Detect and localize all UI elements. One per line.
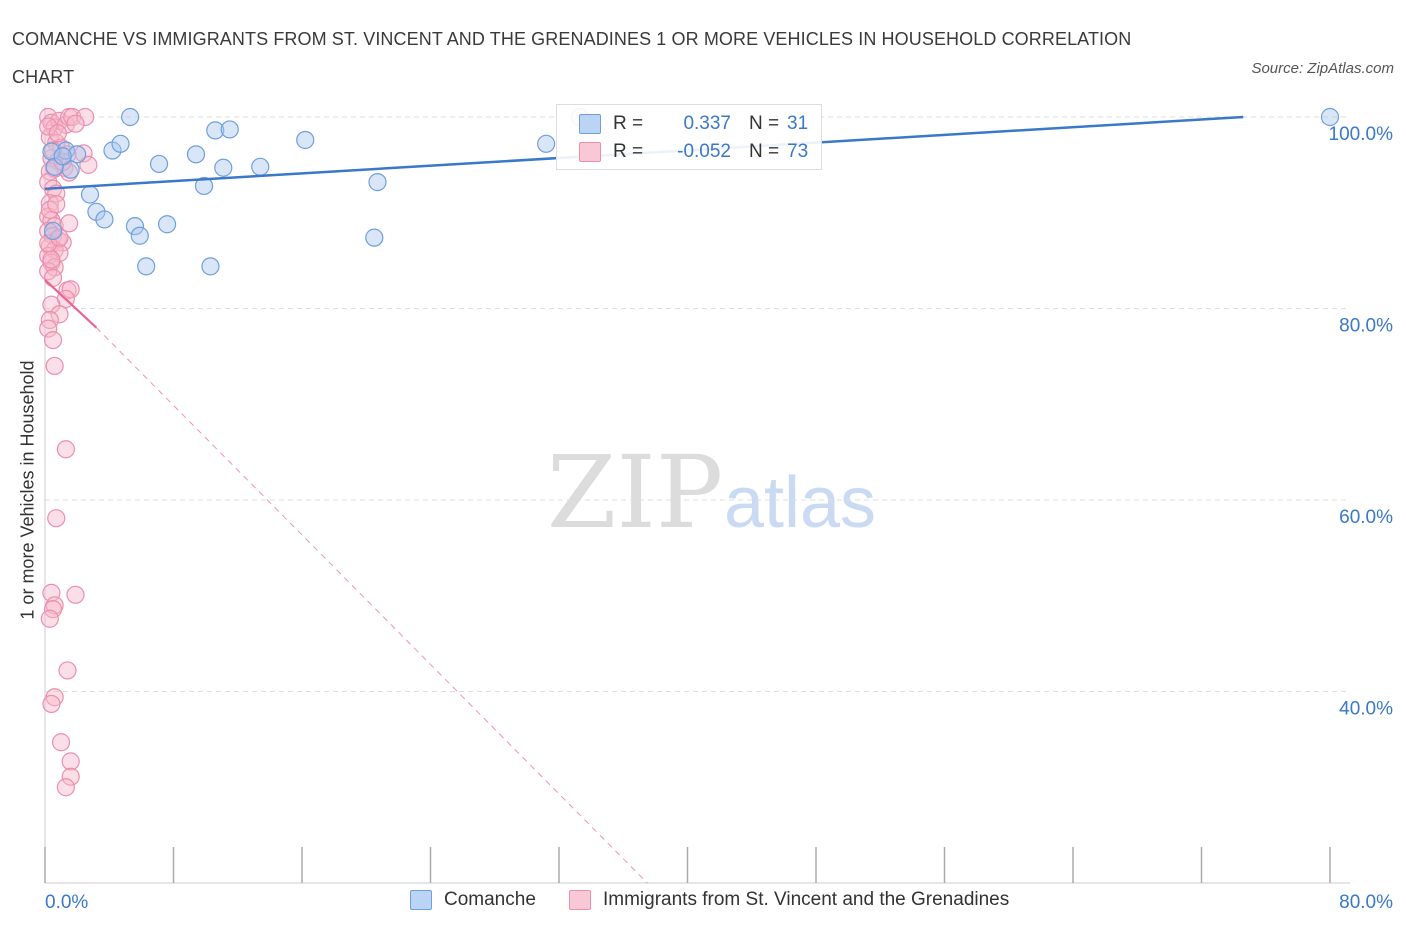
chart-title: COMANCHE VS IMMIGRANTS FROM ST. VINCENT … bbox=[12, 29, 1132, 87]
legend-n-label: N = bbox=[749, 141, 780, 162]
data-point-comanche bbox=[42, 142, 61, 161]
y-tick-label: 40.0% bbox=[1339, 699, 1393, 720]
data-point-immigrants bbox=[39, 107, 58, 127]
legend-r-value-comanche: 0.337 bbox=[683, 113, 731, 134]
legend-r-label: R = bbox=[613, 141, 644, 162]
data-point-immigrants bbox=[58, 661, 77, 680]
data-point-comanche bbox=[368, 173, 387, 192]
data-point-immigrants bbox=[50, 305, 69, 324]
y-tick-label: 60.0% bbox=[1339, 507, 1393, 528]
trend-line-immigrants-extrapolated bbox=[96, 327, 648, 884]
data-point-comanche bbox=[56, 141, 75, 160]
data-point-immigrants bbox=[51, 733, 71, 752]
data-point-comanche bbox=[206, 121, 225, 140]
correlation-legend: R = 0.337 N = 31 R = -0.052 N = 73 bbox=[556, 104, 822, 170]
data-point-comanche bbox=[121, 107, 140, 127]
y-tick-label: 100.0% bbox=[1329, 124, 1394, 145]
data-point-comanche bbox=[194, 176, 214, 196]
watermark-atlas: atlas bbox=[724, 463, 876, 543]
data-point-comanche bbox=[95, 210, 114, 229]
data-point-immigrants bbox=[42, 694, 61, 714]
data-point-comanche bbox=[125, 217, 145, 236]
data-point-comanche bbox=[137, 257, 156, 276]
legend-n-value-comanche: 31 bbox=[787, 113, 809, 134]
legend-n-label: N = bbox=[749, 113, 780, 134]
data-point-immigrants bbox=[47, 195, 66, 214]
data-point-immigrants bbox=[50, 228, 69, 247]
data-point-comanche bbox=[214, 158, 233, 177]
data-point-comanche bbox=[296, 130, 315, 150]
y-tick-label: 80.0% bbox=[1339, 316, 1393, 337]
data-point-immigrants bbox=[40, 609, 59, 628]
data-point-comanche bbox=[220, 120, 239, 139]
data-point-immigrants bbox=[66, 114, 85, 133]
data-point-comanche bbox=[365, 228, 384, 247]
legend-row-immigrants: R = -0.052 N = 73 bbox=[579, 139, 808, 165]
source-label: Source: ZipAtlas.com bbox=[1251, 60, 1394, 77]
watermark-zip: ZIP bbox=[547, 434, 723, 551]
data-point-immigrants bbox=[45, 356, 64, 376]
data-point-comanche bbox=[130, 226, 149, 245]
data-point-comanche bbox=[251, 157, 270, 176]
legend-swatch-immigrants bbox=[579, 142, 601, 162]
data-point-comanche bbox=[157, 215, 177, 234]
x-tick-label-max: 80.0% bbox=[1339, 892, 1393, 913]
data-point-comanche bbox=[149, 154, 169, 174]
series-legend: Comanche Immigrants from St. Vincent and… bbox=[0, 889, 1406, 915]
series-name-immigrants: Immigrants from St. Vincent and the Gren… bbox=[603, 889, 1010, 910]
data-point-immigrants bbox=[43, 268, 63, 287]
data-point-immigrants bbox=[61, 767, 80, 786]
data-point-immigrants bbox=[79, 155, 98, 174]
data-point-comanche bbox=[1320, 107, 1340, 127]
data-point-immigrants bbox=[42, 250, 61, 269]
data-point-immigrants bbox=[74, 144, 93, 163]
data-point-comanche bbox=[537, 134, 556, 153]
data-point-immigrants bbox=[43, 600, 63, 619]
legend-row-comanche: R = 0.337 N = 31 bbox=[579, 111, 808, 137]
data-point-immigrants bbox=[39, 319, 58, 338]
legend-r-label: R = bbox=[613, 113, 644, 134]
data-point-immigrants bbox=[61, 280, 80, 299]
data-point-immigrants bbox=[76, 107, 95, 127]
data-point-immigrants bbox=[61, 752, 80, 771]
data-point-comanche bbox=[43, 221, 63, 241]
data-point-comanche bbox=[186, 145, 206, 164]
series-swatch-comanche bbox=[410, 890, 432, 910]
x-tick-label-min: 0.0% bbox=[45, 892, 88, 913]
data-point-immigrants bbox=[56, 778, 75, 797]
data-point-comanche bbox=[201, 257, 220, 276]
data-point-comanche bbox=[53, 147, 72, 166]
series-swatch-immigrants bbox=[569, 890, 591, 910]
data-point-immigrants bbox=[66, 585, 85, 604]
data-point-comanche bbox=[80, 185, 100, 204]
legend-swatch-comanche bbox=[579, 114, 601, 134]
series-legend-immigrants[interactable]: Immigrants from St. Vincent and the Gren… bbox=[569, 889, 1009, 911]
data-point-immigrants bbox=[59, 214, 79, 233]
data-point-immigrants bbox=[48, 124, 67, 143]
data-point-immigrants bbox=[43, 330, 63, 350]
data-point-immigrants bbox=[39, 117, 58, 136]
data-point-comanche bbox=[111, 134, 130, 153]
data-point-comanche bbox=[68, 145, 87, 164]
trend-line-immigrants bbox=[44, 278, 98, 329]
data-point-immigrants bbox=[56, 440, 75, 459]
data-point-immigrants bbox=[47, 509, 66, 528]
series-name-comanche: Comanche bbox=[444, 889, 536, 910]
legend-n-value-immigrants: 73 bbox=[787, 141, 809, 162]
legend-r-value-immigrants: -0.052 bbox=[677, 141, 731, 162]
series-legend-comanche[interactable]: Comanche bbox=[410, 889, 536, 911]
